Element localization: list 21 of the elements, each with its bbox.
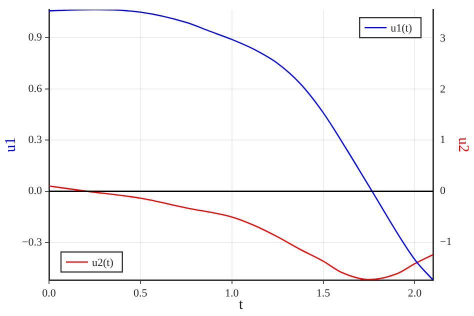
- y-tick-label: 0.6: [28, 82, 42, 95]
- y2-tick-label: 2: [440, 83, 446, 96]
- x-tick-label: 0.5: [134, 287, 148, 300]
- legend-label: u1(t): [390, 22, 412, 34]
- y2-tick-label: 1: [440, 134, 446, 146]
- y2-tick-label: 3: [440, 32, 446, 44]
- x-tick-label: 1.0: [224, 287, 240, 300]
- y-tick-label: 0.0: [28, 185, 42, 198]
- y-axis-title: u1: [2, 137, 19, 152]
- y-tick-label: −0.3: [22, 236, 42, 248]
- x-axis-title: t: [238, 296, 244, 313]
- y2-tick-label: −1: [440, 236, 452, 248]
- y2-tick-label: 0: [440, 184, 446, 197]
- line-series: [49, 10, 433, 280]
- y-tick-label: 0.3: [28, 134, 42, 146]
- legend-label: u2(t): [92, 256, 114, 269]
- y-tick-label: 0.9: [28, 32, 42, 44]
- x-tick-label: 0.0: [42, 287, 56, 300]
- y2-axis-title: u2: [455, 137, 472, 152]
- x-tick-label: 1.5: [316, 287, 331, 300]
- x-tick-label: 2.0: [408, 287, 422, 300]
